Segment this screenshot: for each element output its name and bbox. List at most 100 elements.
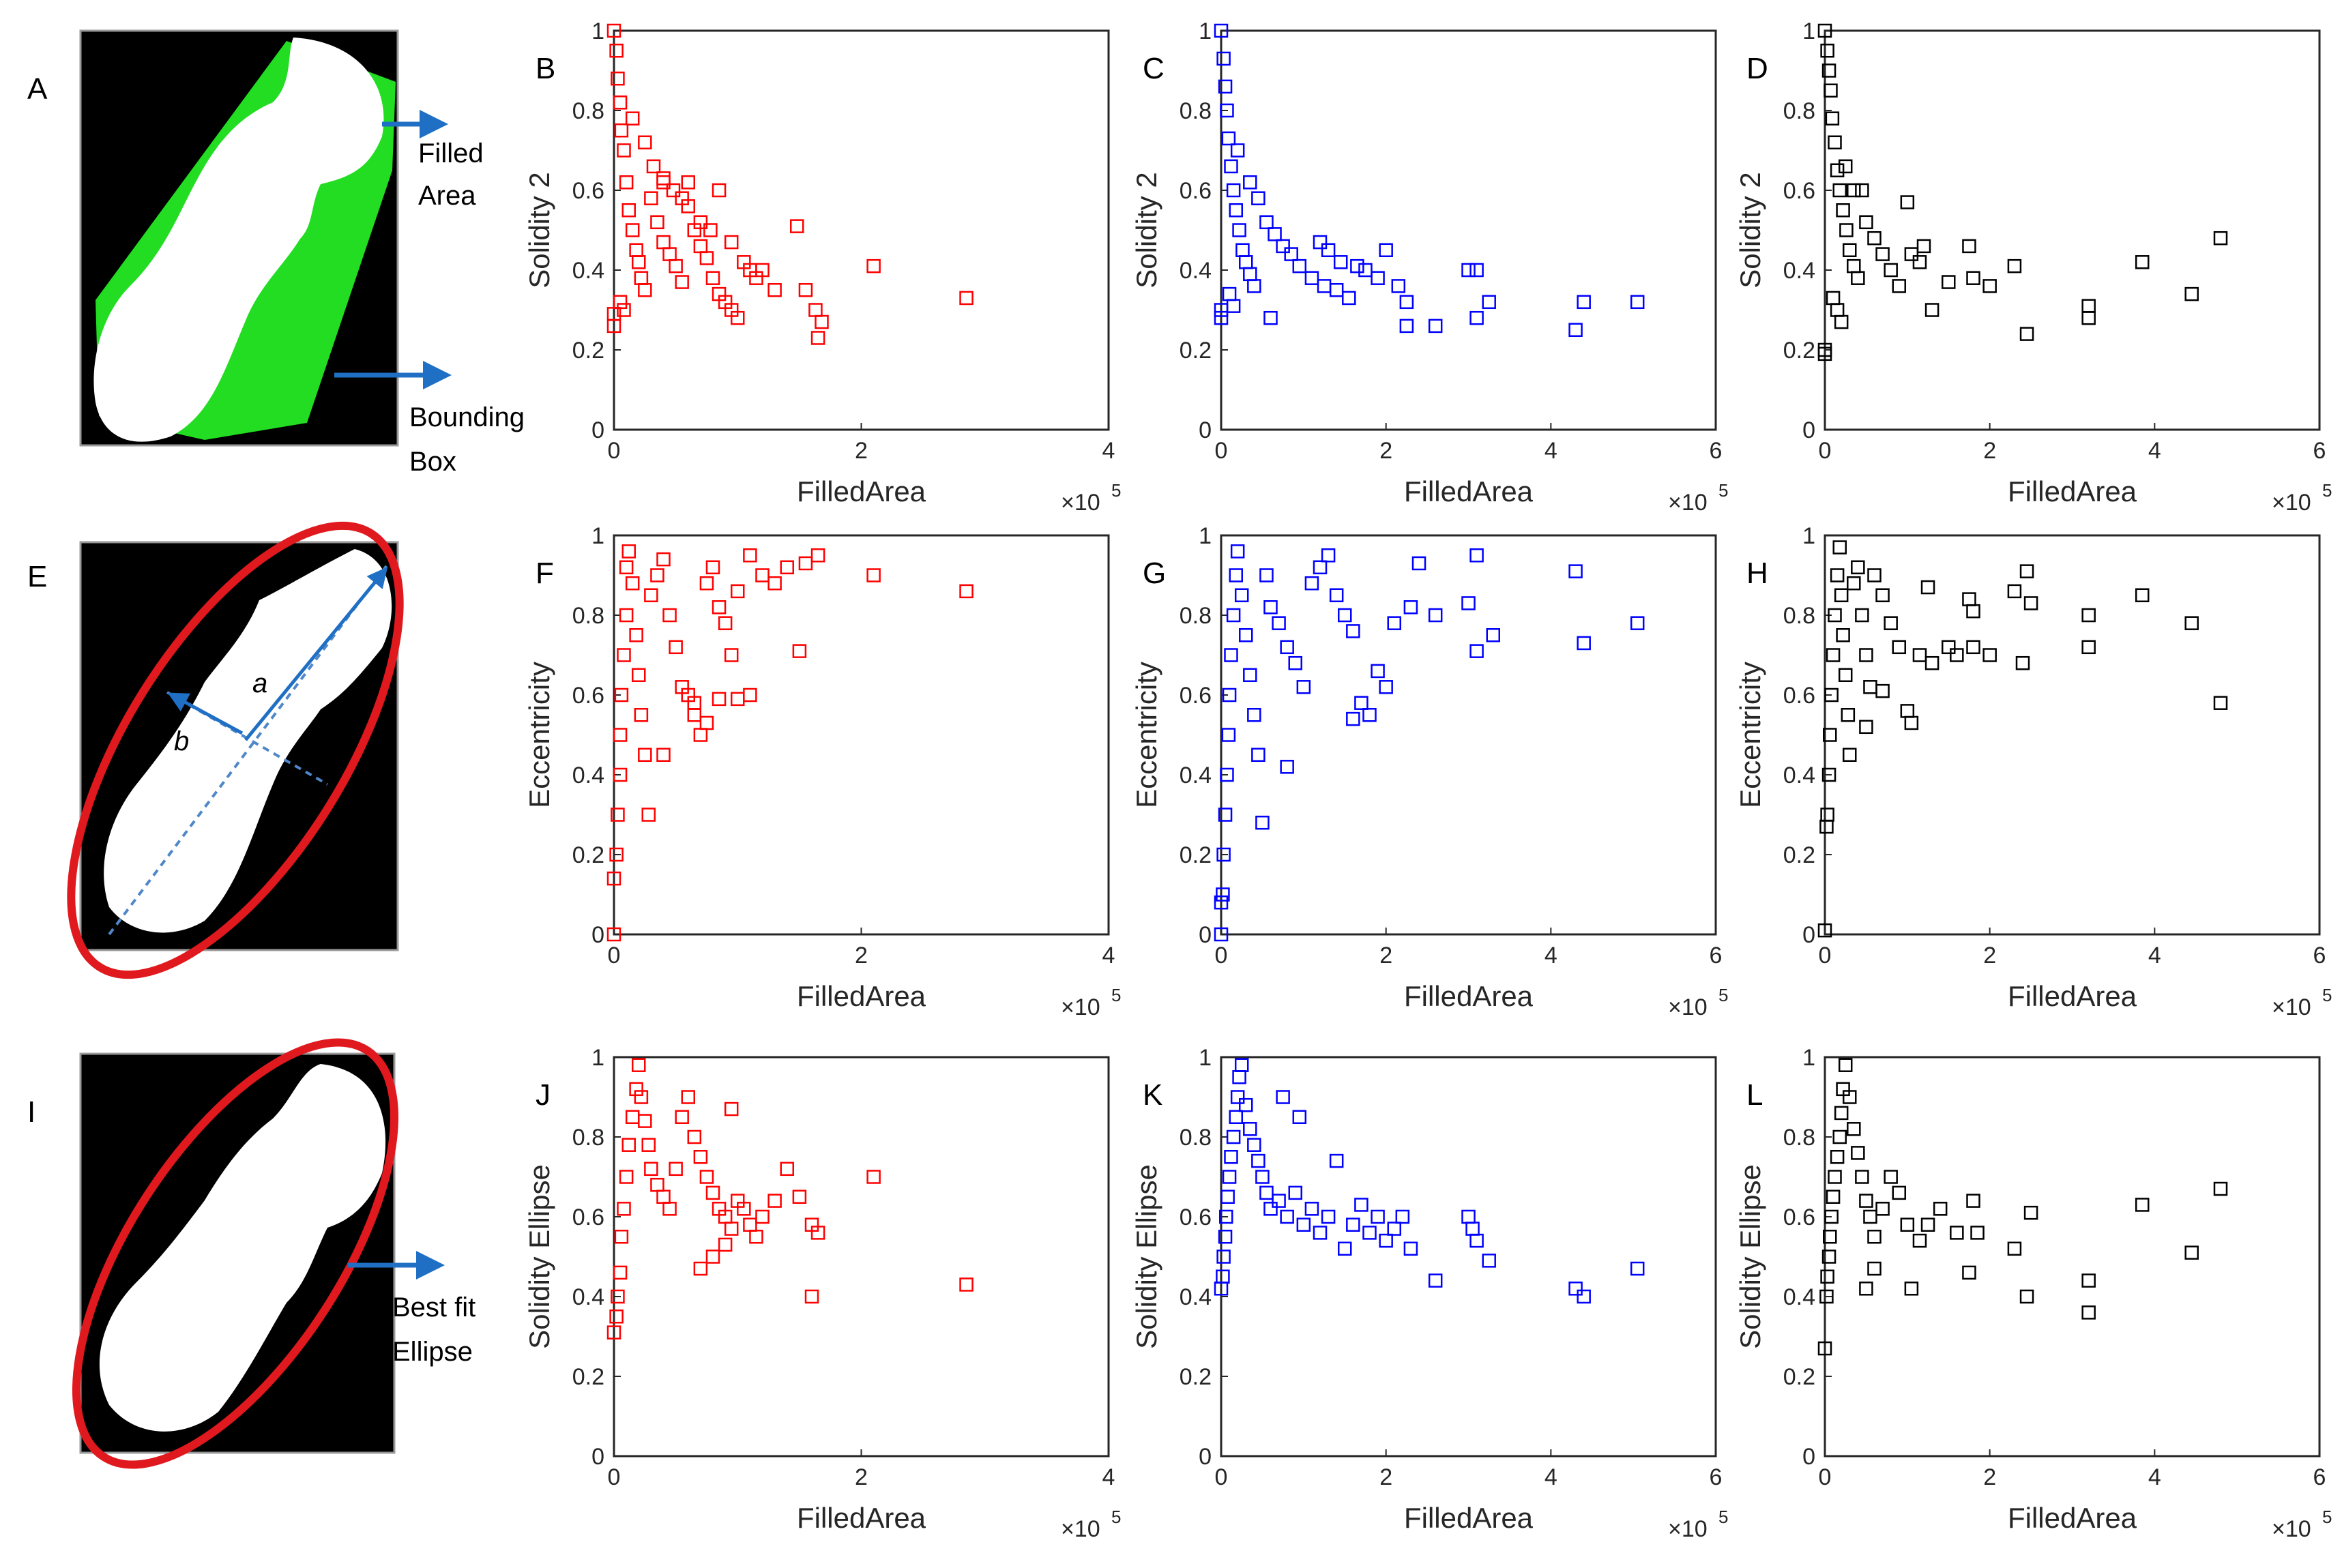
point-l-25 (1912, 1233, 1927, 1248)
point-l-24 (1904, 1282, 1919, 1296)
point-d-20 (1867, 231, 1882, 246)
ytick-label-f-2: 0.4 (572, 763, 604, 788)
point-h-4 (1823, 728, 1837, 742)
xlabel-b: FilledArea (797, 475, 926, 507)
ytick-label-g-0: 0 (1199, 922, 1212, 948)
x-exponent-power-h: 5 (2322, 985, 2332, 1005)
point-f-21 (669, 640, 683, 655)
ytick-label-j-1: 0.2 (572, 1364, 604, 1390)
point-c-0 (1214, 23, 1229, 38)
ytick-label-l-5: 1 (1802, 1045, 1815, 1071)
ytick-label-l-1: 0.2 (1783, 1364, 1815, 1390)
point-d-39 (2213, 231, 2228, 246)
point-b-41 (693, 215, 708, 230)
x-exponent-power-d: 5 (2322, 480, 2332, 501)
point-l-15 (1851, 1146, 1865, 1160)
point-j-35 (792, 1189, 807, 1204)
x-exponent-power-b: 5 (1111, 480, 1121, 501)
ellipse-label-2: Ellipse (392, 1337, 473, 1367)
point-k-37 (1428, 1273, 1443, 1288)
point-c-4 (1218, 79, 1233, 94)
ylabel-j: Solidity Ellipse (523, 1164, 555, 1349)
point-l-26 (1920, 1217, 1935, 1232)
point-b-2 (606, 319, 621, 334)
point-d-14 (1851, 271, 1865, 285)
point-c-21 (1284, 247, 1298, 261)
xlabel-k: FilledArea (1404, 1502, 1534, 1534)
point-l-10 (1834, 1106, 1849, 1121)
ytick-label-b-0: 0 (591, 417, 604, 443)
point-c-46 (1577, 295, 1591, 310)
point-c-39 (1399, 319, 1414, 334)
xtick-label-d-1: 2 (1983, 438, 1996, 464)
point-j-6 (619, 1170, 634, 1184)
point-d-22 (1884, 263, 1898, 278)
point-h-33 (1966, 640, 1980, 655)
point-b-54 (866, 258, 881, 273)
point-j-24 (705, 1185, 720, 1200)
point-b-15 (613, 295, 628, 310)
ylabel-h: Eccentricity (1734, 662, 1766, 808)
point-l-12 (1838, 1058, 1853, 1072)
ytick-label-d-0: 0 (1802, 417, 1815, 443)
chart-d: 0 0.2 0.4 0.6 0.8 1 0 2 4 6×10 5 FilledArea Solidity… (1734, 18, 2332, 516)
ytick-label-j-4: 0.8 (572, 1125, 604, 1151)
point-c-32 (1333, 255, 1348, 269)
point-h-11 (1836, 628, 1850, 642)
point-c-43 (1469, 310, 1484, 325)
point-c-19 (1268, 227, 1282, 241)
point-f-40 (866, 568, 881, 582)
semi-major-arrow (244, 567, 388, 741)
ylabel-l: Solidity Ellipse (1734, 1164, 1766, 1349)
point-g-29 (1346, 624, 1360, 638)
chart-g: 0 0.2 0.4 0.6 0.8 1 0 2 4 6 ×10 5 FilledArea Eccentri… (1130, 523, 1728, 1020)
x-exponent-power-c: 5 (1718, 480, 1728, 501)
point-j-7 (621, 1138, 636, 1152)
point-h-25 (1904, 715, 1919, 730)
point-j-43 (718, 1237, 733, 1252)
point-h-29 (1942, 640, 1956, 655)
xtick-label-h-1: 2 (1983, 943, 1996, 968)
point-b-9 (621, 203, 636, 218)
chart-k: 0 0.2 0.4 0.6 0.8 1 0 2 4 6×10 5 FilledArea Solidity… (1130, 1045, 1728, 1542)
point-c-18 (1259, 215, 1274, 230)
point-h-42 (2184, 616, 2199, 630)
point-h-35 (2007, 584, 2022, 599)
point-g-35 (1403, 600, 1418, 615)
ytick-label-f-5: 1 (591, 523, 604, 549)
point-f-36 (780, 560, 794, 575)
point-k-34 (1387, 1222, 1401, 1236)
point-l-18 (1863, 1209, 1877, 1224)
point-k-25 (1313, 1226, 1328, 1240)
ytick-label-b-4: 0.8 (572, 98, 604, 124)
point-g-28 (1338, 608, 1352, 623)
point-c-41 (1461, 263, 1476, 278)
ytick-label-j-2: 0.4 (572, 1284, 604, 1310)
point-g-38 (1461, 596, 1476, 610)
point-c-3 (1216, 51, 1231, 66)
point-l-22 (1892, 1185, 1906, 1200)
point-b-33 (646, 159, 661, 174)
panel-letter-b: B (536, 52, 555, 85)
point-k-14 (1243, 1122, 1257, 1136)
point-l-13 (1843, 1090, 1857, 1104)
panel-letter-a: A (27, 72, 48, 106)
object-shape (104, 549, 392, 933)
point-h-26 (1912, 648, 1927, 662)
point-b-0 (606, 23, 621, 38)
xtick-label-g-0: 0 (1215, 943, 1228, 968)
ytick-label-c-1: 0.2 (1180, 338, 1212, 364)
point-b-52 (815, 314, 829, 329)
plot-frame-j (613, 1056, 1110, 1458)
point-h-41 (2135, 588, 2150, 602)
point-f-35 (767, 576, 782, 591)
point-d-4 (1821, 63, 1836, 78)
point-k-24 (1304, 1202, 1319, 1216)
point-j-1 (609, 1310, 624, 1324)
x-exponent-power-g: 5 (1718, 985, 1728, 1005)
point-d-23 (1892, 279, 1906, 293)
xtick-label-f-1: 2 (855, 943, 868, 968)
xtick-label-c-1: 2 (1379, 438, 1392, 464)
point-j-14 (644, 1162, 658, 1177)
xtick-label-j-0: 0 (608, 1464, 621, 1490)
